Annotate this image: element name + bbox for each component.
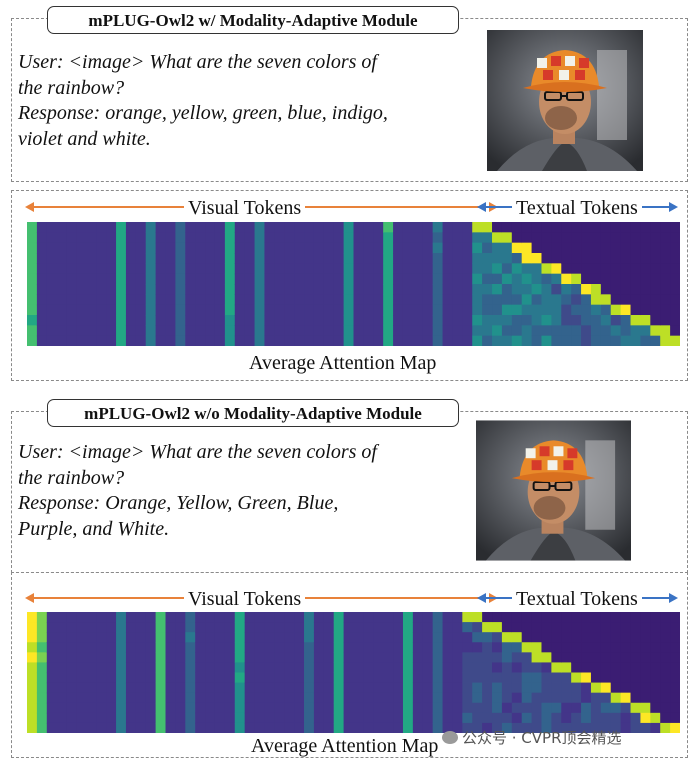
watermark: 公众号 · CVPR顶会精选 [442, 727, 622, 748]
panel-1-attention-map [27, 222, 680, 346]
panel-1-visual-tokens-label: Visual Tokens [184, 197, 306, 219]
panel-2-conversation: User: <image> What are the seven colors … [18, 440, 448, 542]
watermark-text: 公众号 · CVPR顶会精选 [462, 729, 622, 747]
panel-2-user-line-2: the rainbow? [18, 466, 125, 489]
panel-1-response-line-1: Response: orange, yellow, green, blue, i… [18, 102, 388, 124]
panel-2-title: mPLUG-Owl2 w/o Modality-Adaptive Module [47, 399, 459, 427]
panel-1-input-photo [487, 30, 643, 171]
panel-2-map-caption: Average Attention Map [251, 735, 439, 757]
panel-1-title: mPLUG-Owl2 w/ Modality-Adaptive Module [47, 6, 459, 34]
panel-2-input-photo [476, 420, 631, 561]
panel-2-attention-box [11, 572, 688, 758]
panel-2-response-line-1: Response: Orange, Yellow, Green, Blue, [18, 492, 339, 514]
panel-2-response-line-2: Purple, and White. [18, 517, 170, 540]
panel-1-conversation: User: <image> What are the seven colors … [18, 50, 448, 152]
panel-1-response-line-2: violet and white. [18, 127, 151, 150]
panel-1-user-line-2: the rainbow? [18, 76, 125, 99]
panel-1-textual-tokens-label: Textual Tokens [512, 197, 642, 219]
panel-2-visual-tokens-label: Visual Tokens [184, 588, 306, 610]
man-with-hat-photo [476, 420, 631, 561]
panel-2-user-line-1: User: <image> What are the seven colors … [18, 441, 377, 463]
panel-2-textual-tokens-label: Textual Tokens [512, 588, 642, 610]
panel-1-user-line-1: User: <image> What are the seven colors … [18, 51, 377, 73]
panel-1-attention-box [11, 190, 688, 381]
panel-1-map-caption: Average Attention Map [249, 352, 437, 374]
panel-2-attention-map [27, 612, 680, 733]
man-with-hat-photo [487, 30, 643, 171]
wechat-icon [442, 731, 458, 744]
